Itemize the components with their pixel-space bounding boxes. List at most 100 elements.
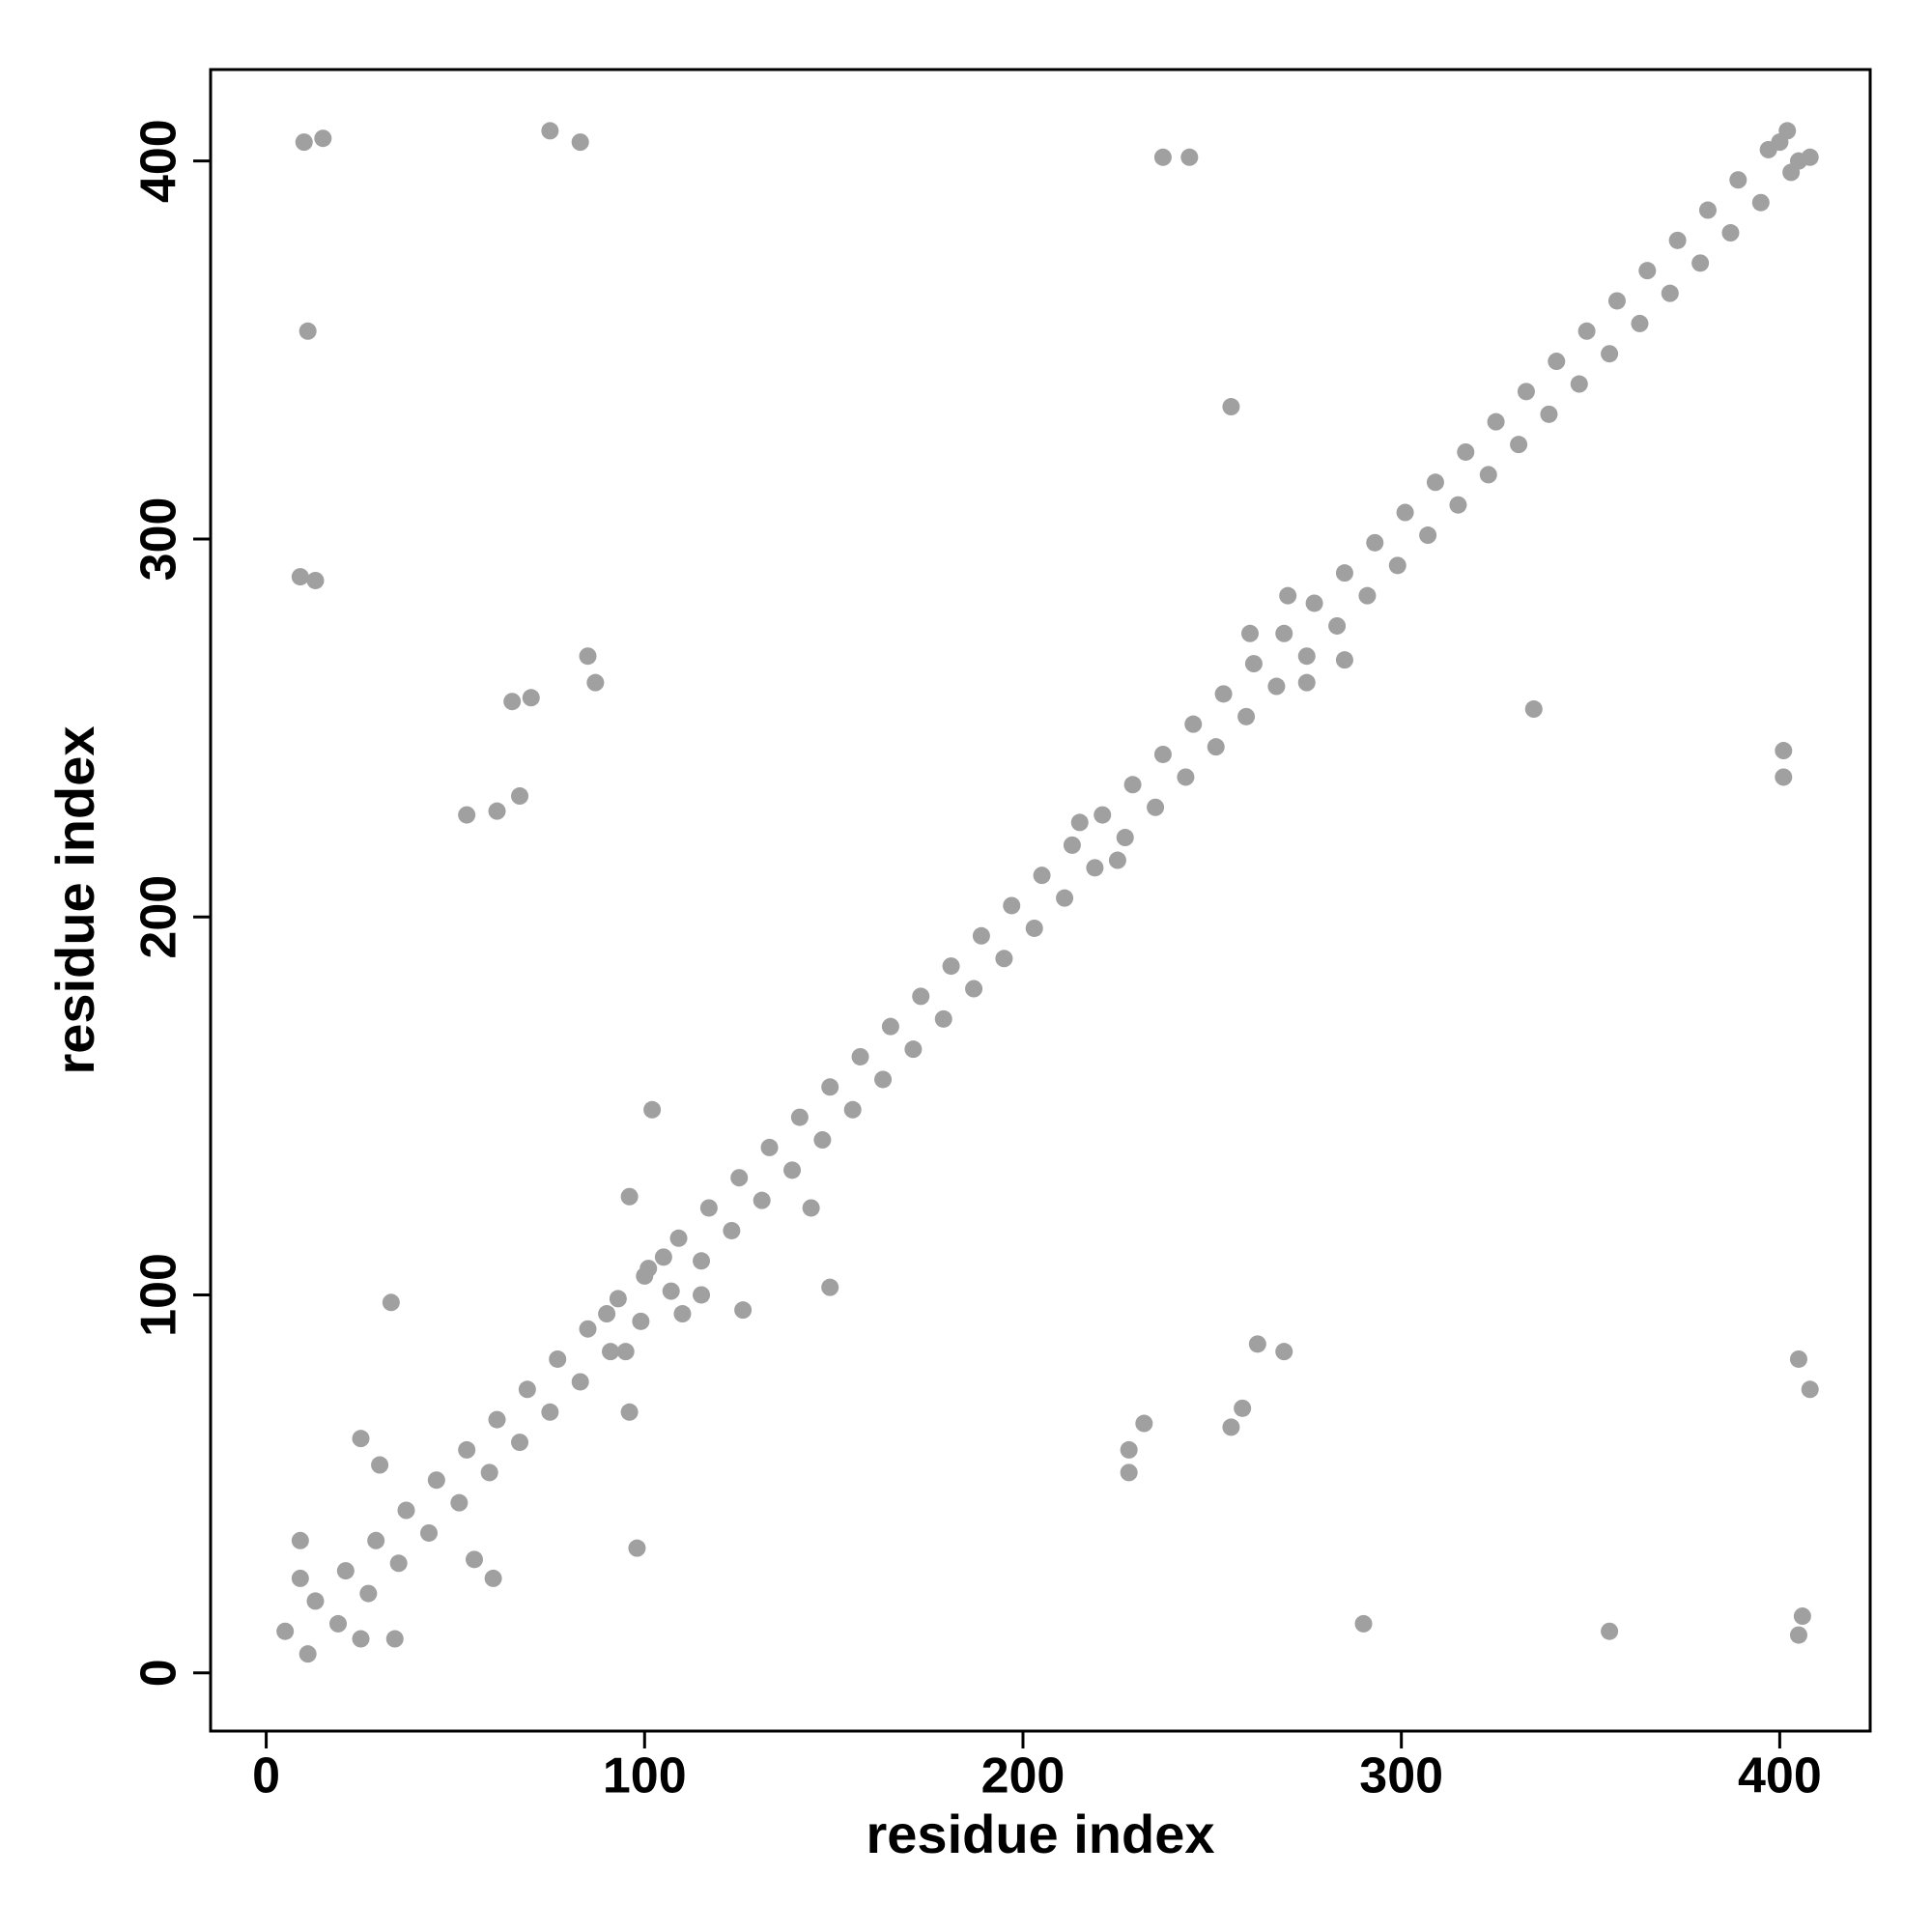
contact-point — [1354, 1614, 1373, 1633]
contact-point — [1721, 224, 1740, 242]
contact-point — [1297, 647, 1316, 666]
contact-point — [1147, 798, 1165, 816]
y-tick-label: 200 — [131, 875, 187, 959]
contact-point — [1177, 768, 1195, 786]
contact-point — [1070, 813, 1089, 832]
contact-point — [541, 122, 559, 140]
contact-point — [276, 1622, 295, 1640]
contact-point — [602, 1343, 620, 1361]
contact-point — [1396, 503, 1414, 522]
contact-point — [385, 1630, 404, 1648]
contact-point — [669, 1229, 688, 1247]
contact-point — [1419, 526, 1437, 545]
contact-point — [336, 1562, 355, 1580]
contact-point — [1214, 685, 1233, 703]
contact-point — [1279, 586, 1297, 605]
contact-point — [1033, 867, 1051, 885]
contact-point — [306, 1592, 325, 1610]
contact-point — [1003, 896, 1021, 915]
contact-point — [1116, 829, 1134, 847]
contact-point — [1601, 345, 1619, 363]
contact-point — [352, 1430, 370, 1448]
x-axis-title: residue index — [866, 1804, 1214, 1864]
contact-point — [802, 1199, 820, 1217]
contact-point — [673, 1305, 692, 1323]
contact-point — [1305, 594, 1323, 612]
contact-point — [1449, 496, 1467, 514]
contact-point — [934, 1009, 952, 1028]
contact-point — [518, 1380, 536, 1399]
contact-point — [306, 571, 325, 589]
x-tick-label: 0 — [252, 1748, 280, 1804]
contact-point — [1135, 1414, 1153, 1433]
contact-point — [881, 1017, 899, 1036]
contact-point — [314, 129, 332, 148]
contact-point — [1297, 673, 1316, 692]
x-tick-label: 100 — [603, 1748, 687, 1804]
contact-point — [620, 1403, 639, 1421]
contact-point — [1241, 624, 1260, 642]
contact-point — [367, 1531, 385, 1549]
contact-point — [628, 1539, 646, 1557]
contact-point — [1487, 412, 1505, 431]
plot-frame — [209, 68, 1872, 1733]
contact-point — [511, 1434, 529, 1452]
contact-point — [1153, 745, 1172, 763]
contact-point — [1366, 533, 1384, 552]
contact-point — [1789, 1350, 1807, 1368]
contact-point — [1234, 1399, 1252, 1417]
contact-point — [329, 1614, 348, 1633]
contact-point — [821, 1078, 839, 1096]
contact-point — [616, 1343, 635, 1361]
contact-point — [965, 980, 983, 998]
contact-point — [1025, 919, 1043, 937]
contact-point — [549, 1350, 567, 1368]
contact-point — [541, 1403, 559, 1421]
contact-point — [734, 1301, 753, 1320]
contact-point — [1751, 193, 1770, 212]
contact-point — [291, 1569, 309, 1587]
contact-point — [1335, 564, 1353, 582]
contact-point — [420, 1523, 439, 1542]
contact-point — [1607, 292, 1626, 310]
contact-point — [1358, 586, 1377, 605]
contact-point — [1793, 1607, 1811, 1626]
contact-point — [654, 1248, 672, 1266]
contact-point — [1775, 768, 1793, 786]
contact-point — [291, 1531, 309, 1549]
contact-point — [1601, 1622, 1619, 1640]
contact-point — [488, 1410, 506, 1429]
contact-point — [298, 322, 317, 340]
contact-point — [1801, 1380, 1819, 1399]
contact-point — [1222, 1418, 1240, 1436]
contact-point — [1275, 1343, 1293, 1361]
contact-point — [904, 1040, 923, 1059]
contact-point — [699, 1199, 718, 1217]
contact-point — [942, 957, 960, 976]
contact-point — [1570, 375, 1588, 393]
contact-point — [397, 1501, 415, 1520]
contact-point — [450, 1493, 469, 1512]
contact-point — [389, 1554, 408, 1573]
contact-point — [598, 1305, 616, 1323]
contact-point — [620, 1187, 639, 1206]
contact-point — [730, 1169, 749, 1187]
contact-point — [295, 133, 313, 152]
x-tick-label: 200 — [981, 1748, 1065, 1804]
contact-point — [760, 1138, 779, 1156]
contact-point — [427, 1471, 445, 1490]
contact-point — [851, 1047, 869, 1065]
contact-point — [1517, 383, 1535, 401]
contact-point — [1184, 715, 1203, 733]
y-tick-label: 100 — [131, 1253, 187, 1337]
contact-point — [1120, 1463, 1138, 1482]
contact-point — [1524, 700, 1543, 719]
x-tick-label: 300 — [1359, 1748, 1443, 1804]
contact-point — [972, 926, 990, 945]
contact-point — [1063, 836, 1081, 854]
contact-point — [1789, 1626, 1807, 1644]
contact-point — [503, 693, 522, 711]
contact-point — [298, 1645, 317, 1663]
contact-point — [1388, 556, 1406, 575]
